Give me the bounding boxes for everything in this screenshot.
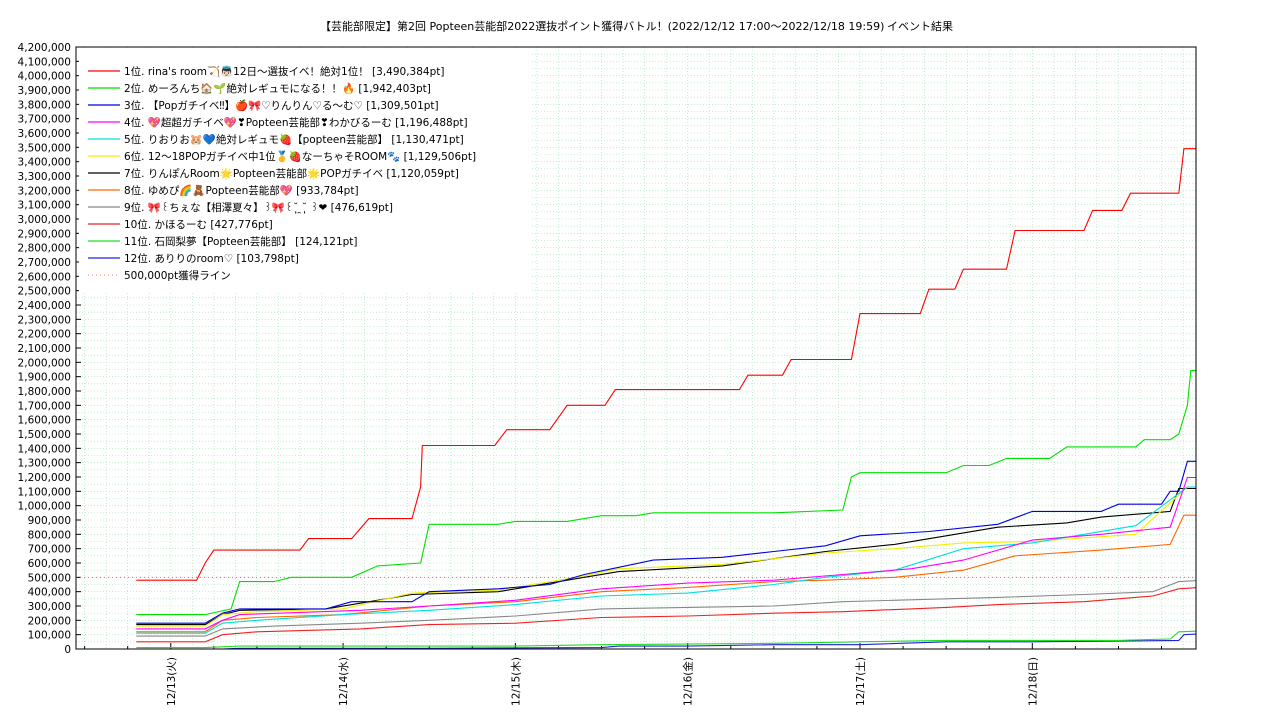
y-tick-label: 1,200,000	[18, 472, 71, 484]
plot-frame	[75, 46, 1197, 650]
y-tick-label: 2,900,000	[18, 228, 71, 240]
series-line	[136, 630, 1197, 649]
series-line	[136, 486, 1196, 627]
legend-entry: 4位. 💖超超ガチイベ💖❣Popteen芸能部❣わかびるーむ [1,196,48…	[124, 116, 468, 129]
series-line	[136, 587, 1197, 643]
y-tick-label: 900,000	[28, 515, 71, 527]
y-tick-label: 3,700,000	[18, 114, 71, 126]
y-tick-label: 2,400,000	[18, 300, 71, 312]
y-tick-label: 300,000	[28, 601, 71, 613]
legend: 1位. rina's room🏹👼🏻12日〜選抜イベ！絶対1位！ [3,490,…	[79, 50, 531, 292]
chart-subtitle: イベント結果	[887, 19, 953, 33]
y-tick-label: 2,100,000	[18, 343, 71, 355]
y-tick-label: 400,000	[28, 587, 71, 599]
y-tick-label: 600,000	[28, 558, 71, 570]
legend-entry: 11位. 石岡梨夢【Popteen芸能部】 [124,121pt]	[124, 235, 358, 248]
series-line	[136, 487, 1196, 626]
y-tick-label: 4,200,000	[18, 42, 71, 54]
series-line	[136, 633, 1197, 650]
y-tick-label: 3,400,000	[18, 157, 71, 169]
legend-entry: 12位. ありりのroom♡ [103,798pt]	[124, 252, 299, 265]
series-line	[136, 580, 1197, 637]
legend-entry: 8位. ゆめぴ🌈🧸Popteen芸能部💖 [933,784pt]	[124, 184, 359, 197]
y-tick-label: 2,800,000	[18, 243, 71, 255]
x-tick-label: 12/17(土)	[854, 657, 867, 706]
y-tick-label: 500,000	[28, 572, 71, 584]
y-tick-label: 800,000	[28, 529, 71, 541]
series-group	[76, 148, 1197, 650]
y-tick-label: 3,100,000	[18, 200, 71, 212]
y-tick-label: 1,700,000	[18, 400, 71, 412]
y-tick-label: 3,800,000	[18, 99, 71, 111]
legend-entry: 2位. めーろんち🏠🌱絶対レギュモになる！！🔥 [1,942,403pt]	[124, 82, 431, 95]
y-tick-label: 3,300,000	[18, 171, 71, 183]
y-tick-label: 200,000	[28, 615, 71, 627]
series-line	[136, 460, 1196, 624]
y-tick-label: 2,600,000	[18, 271, 71, 283]
y-tick-label: 700,000	[28, 544, 71, 556]
x-axis: 12/13(火) 12/14(水) 12/15(木) 12/16(金) 12/17(土)…	[84, 643, 1163, 706]
legend-entry: 1位. rina's room🏹👼🏻12日〜選抜イベ！絶対1位！ [3,490,…	[124, 65, 444, 78]
x-tick-label: 12/14(水)	[338, 657, 350, 706]
series-line	[136, 476, 1196, 630]
y-tick-label: 0	[64, 644, 71, 656]
x-tick-label: 12/16(金)	[682, 657, 695, 706]
y-tick-label: 1,600,000	[18, 415, 71, 427]
series-line	[136, 148, 1196, 581]
y-tick-label: 3,000,000	[18, 214, 71, 226]
y-tick-label: 3,500,000	[18, 142, 71, 154]
y-tick-label: 1,900,000	[18, 372, 71, 384]
y-tick-label: 1,500,000	[18, 429, 71, 441]
legend-entry: 9位. 🎀꒰ちぇな【相澤夏々】꒱🎀꒰˘̩̩̩ ̯˘̩̩̩ ꒱❤ [476,619…	[124, 201, 393, 214]
x-tick-label: 12/18(日)	[1027, 657, 1039, 706]
y-tick-label: 1,000,000	[18, 501, 71, 513]
chart-title: 【芸能部限定】第2回 Popteen芸能部2022選抜ポイント獲得バトル！(20…	[320, 19, 884, 33]
series-line	[136, 514, 1196, 633]
legend-background	[79, 50, 531, 292]
x-tick-label: 12/15(木)	[510, 657, 522, 706]
legend-entry: 6位. 12〜18POPガチイベ中1位🥇🍓なーちゃそROOM🐾 [1,129,5…	[124, 150, 476, 163]
legend-entry: 500,000pt獲得ライン	[124, 269, 231, 282]
legend-entry: 3位. 【Popガチイベ‼】🍎🎀♡りんりん♡る〜む♡ [1,309,501pt]	[124, 99, 439, 112]
legend-entry: 5位. りおりお🐹💙絶対レギュモ🍓【popteen芸能部】 [1,130,471…	[124, 133, 464, 146]
y-tick-label: 2,000,000	[18, 357, 71, 369]
y-tick-label: 1,100,000	[18, 486, 71, 498]
y-tick-label: 2,300,000	[18, 314, 71, 326]
y-tick-label: 4,000,000	[18, 71, 71, 83]
legend-entry: 10位. かほるーむ [427,776pt]	[124, 218, 273, 231]
y-axis: 0 100,000 200,000 300,000 400,000 500,000 600,…	[18, 42, 81, 656]
y-tick-label: 4,100,000	[18, 56, 71, 68]
y-tick-label: 2,200,000	[18, 329, 71, 341]
y-tick-label: 1,300,000	[18, 458, 71, 470]
y-tick-label: 2,700,000	[18, 257, 71, 269]
y-tick-label: 3,900,000	[18, 85, 71, 97]
legend-entry: 7位. りんぽんRoom🌟Popteen芸能部🌟POPガチイベ [1,120,0…	[124, 167, 459, 180]
y-tick-label: 1,800,000	[18, 386, 71, 398]
y-tick-label: 3,600,000	[18, 128, 71, 140]
x-tick-label: 12/13(火)	[166, 657, 178, 706]
y-tick-label: 1,400,000	[18, 443, 71, 455]
y-tick-label: 2,500,000	[18, 286, 71, 298]
series-line	[136, 370, 1196, 616]
y-tick-label: 3,200,000	[18, 185, 71, 197]
y-tick-label: 100,000	[28, 630, 71, 642]
